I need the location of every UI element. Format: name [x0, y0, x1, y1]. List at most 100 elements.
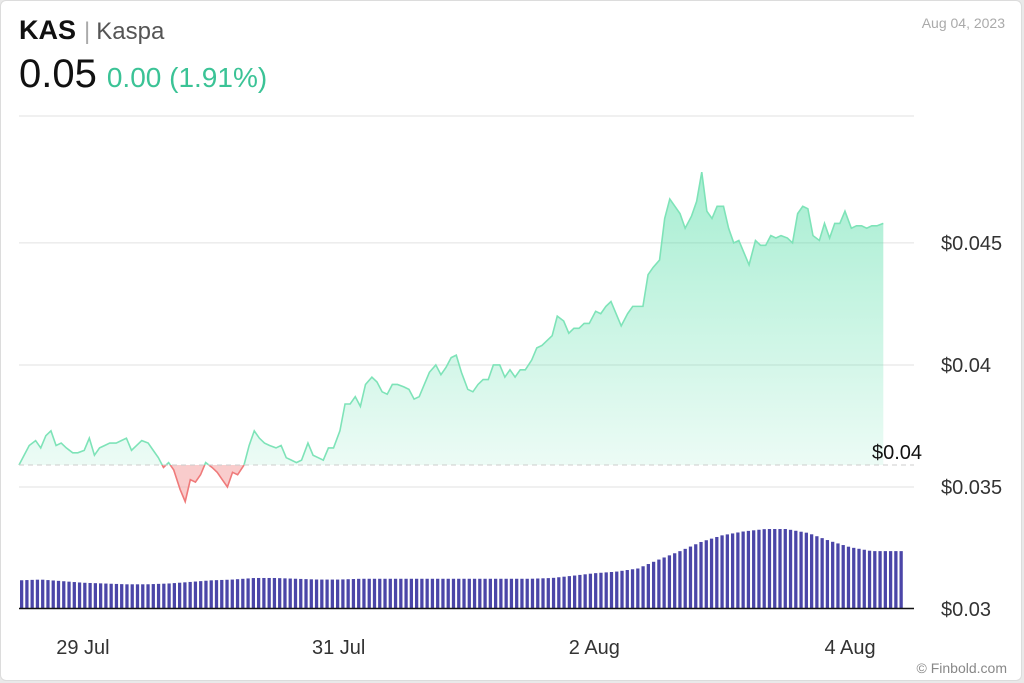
volume-bar — [51, 580, 55, 608]
volume-bar — [304, 579, 308, 608]
volume-bar — [509, 578, 514, 608]
volume-bar — [752, 530, 756, 608]
volume-bar — [114, 583, 119, 608]
volume-bar — [704, 540, 708, 608]
volume-bar — [673, 553, 677, 608]
volume-bar — [241, 578, 245, 608]
volume-bar — [599, 572, 603, 608]
volume-bar — [262, 577, 266, 608]
volume-bar — [578, 574, 582, 608]
volume-bar — [83, 582, 87, 608]
volume-bar — [899, 551, 903, 608]
volume-bar — [199, 581, 203, 608]
volume-bar — [873, 551, 877, 608]
volume-bar — [425, 578, 429, 608]
volume-bar — [256, 577, 261, 608]
volume-bar — [520, 578, 524, 608]
volume-bar — [767, 529, 772, 608]
volume-bar — [799, 531, 803, 608]
volume-bar — [725, 534, 729, 608]
volume-bar — [694, 544, 698, 608]
volume-bar — [335, 579, 340, 608]
volume-bar — [831, 541, 835, 608]
volume-bar — [562, 576, 566, 608]
volume-bar — [25, 580, 29, 608]
as-of-date: Aug 04, 2023 — [921, 15, 1005, 31]
volume-bar — [809, 534, 814, 608]
y-tick-label: $0.035 — [941, 477, 1002, 499]
volume-bar — [699, 541, 703, 608]
volume-bar — [209, 580, 213, 608]
volume-bar — [325, 579, 329, 608]
volume-bar — [546, 578, 550, 608]
volume-bar — [857, 548, 861, 608]
volume-bar — [183, 582, 187, 608]
volume-bar — [667, 555, 672, 608]
title-row: KAS | Kaspa — [19, 15, 267, 46]
volume-bar — [20, 580, 24, 608]
volume-bar — [299, 578, 303, 608]
volume-bar — [178, 582, 182, 608]
volume-bar — [77, 582, 82, 608]
x-tick-label: 29 Jul — [56, 637, 109, 659]
volume-bar — [135, 584, 140, 608]
volume-bar — [762, 529, 766, 608]
volume-bar — [383, 578, 387, 608]
volume-bar — [393, 578, 398, 608]
volume-bar — [346, 579, 350, 608]
volume-bar — [488, 578, 492, 608]
volume-bar — [530, 578, 535, 608]
volume-bar — [594, 573, 598, 608]
volume-bar — [499, 578, 503, 608]
volume-bar — [430, 578, 435, 608]
volume-bar — [357, 578, 361, 608]
volume-bar — [746, 530, 751, 608]
volume-bar — [372, 578, 377, 608]
volume-bar — [283, 578, 287, 608]
volume-bar — [688, 546, 693, 608]
volume-bar — [399, 578, 403, 608]
volume-bar — [330, 579, 334, 608]
volume-bar — [794, 530, 798, 608]
volume-bar — [478, 578, 482, 608]
volume-bar — [736, 532, 740, 608]
volume-bar — [741, 531, 745, 608]
volume-bar — [493, 578, 498, 608]
volume-bar — [504, 578, 508, 608]
volume-bar — [651, 561, 656, 608]
volume-bar — [225, 579, 229, 608]
volume-bar — [251, 578, 255, 608]
volume-bar — [615, 571, 619, 608]
volume-bar — [467, 578, 471, 608]
volume-bar — [204, 580, 208, 608]
volume-bar — [388, 578, 392, 608]
volume-bar — [773, 529, 777, 608]
volume-bar — [588, 573, 593, 608]
volume-bar — [757, 529, 761, 608]
volume-bar — [314, 579, 319, 608]
volume-bar — [715, 536, 719, 608]
volume-bar — [56, 580, 61, 608]
volume-bar — [193, 581, 198, 608]
volume-bar — [220, 579, 224, 608]
volume-bar — [67, 581, 71, 608]
volume-bar — [320, 579, 324, 608]
volume-bar — [709, 538, 714, 608]
volume-bar — [341, 579, 345, 608]
volume-bar — [641, 566, 645, 608]
volume-bar — [420, 578, 424, 608]
volume-bar — [657, 559, 661, 608]
volume-bar — [557, 577, 561, 608]
volume-bar — [93, 583, 97, 608]
volume-bar — [620, 570, 624, 608]
volume-bar — [230, 579, 234, 608]
volume-bar — [846, 546, 851, 608]
volume-bar — [441, 578, 445, 608]
header: KAS | Kaspa 0.05 0.00 (1.91%) — [19, 15, 267, 97]
volume-bar — [604, 572, 608, 608]
watermark: © Finbold.com — [916, 660, 1007, 676]
volume-bar — [214, 580, 219, 608]
volume-bar — [41, 579, 45, 608]
price-area-fill-down — [162, 465, 245, 502]
volume-bar — [414, 578, 419, 608]
